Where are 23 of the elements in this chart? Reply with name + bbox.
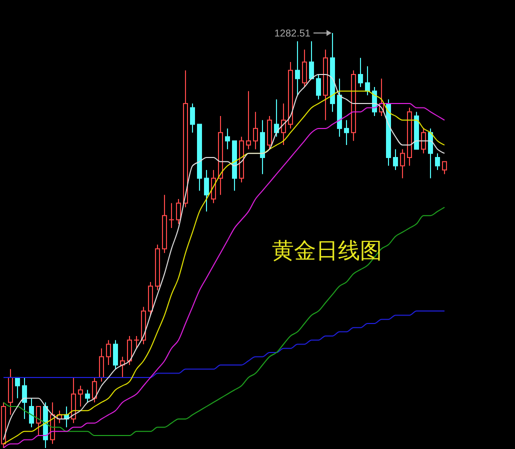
candlestick <box>168 202 174 229</box>
candlestick <box>106 340 111 366</box>
candlestick <box>29 398 34 428</box>
annotation: 1282.51 <box>274 28 311 40</box>
candlestick <box>8 368 13 416</box>
candlestick <box>22 376 27 420</box>
candlestick <box>407 107 412 166</box>
candlestick <box>400 148 405 179</box>
candlestick <box>330 33 335 112</box>
candlestick <box>344 120 349 146</box>
candlestick <box>323 49 328 121</box>
candlestick <box>204 169 209 212</box>
candlestick <box>295 40 300 96</box>
candlestick <box>260 120 265 175</box>
candlestick <box>253 111 258 150</box>
candlestick <box>183 70 188 208</box>
candlestick <box>337 78 342 138</box>
candlestick <box>225 128 230 150</box>
candlestick <box>281 103 286 146</box>
candlestick <box>365 66 370 96</box>
candlestick <box>155 244 160 291</box>
text: 黄金日线图 <box>272 238 382 266</box>
candlestick <box>218 116 223 196</box>
